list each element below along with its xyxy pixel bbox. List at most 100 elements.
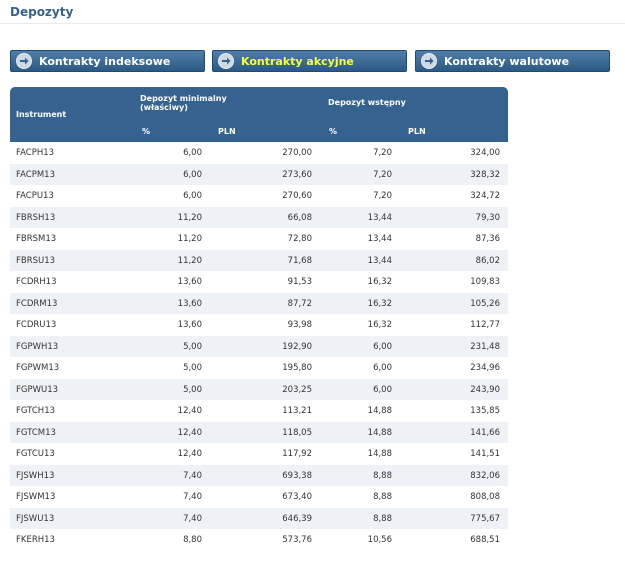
cell-min-pln: 273,60	[282, 169, 312, 180]
cell-initial-pln: 112,77	[470, 320, 500, 330]
cell-min-percent: 12,40	[177, 449, 202, 459]
cell-initial-percent: 16,32	[367, 320, 392, 330]
tab-label: Kontrakty walutowe	[444, 54, 570, 68]
header-min-percent: %	[142, 127, 151, 136]
cell-min-pln: 91,53	[287, 277, 312, 287]
cell-min-pln: 72,80	[287, 234, 312, 244]
cell-initial-pln: 324,00	[470, 148, 500, 158]
cell-initial-percent: 13,44	[367, 255, 392, 266]
cell-instrument: FBRSU13	[16, 255, 56, 266]
table-row: FBRSM13 11,20 72,80 13,44 87,36	[10, 228, 508, 250]
cell-min-percent: 6,00	[183, 148, 202, 158]
tab-label: Kontrakty akcyjne	[241, 54, 354, 68]
header-initial-pln: PLN	[408, 127, 426, 136]
cell-instrument: FGTCM13	[16, 427, 56, 438]
cell-initial-pln: 86,02	[475, 255, 500, 266]
cell-instrument: FBRSM13	[16, 234, 57, 244]
cell-instrument: FGPWU13	[16, 384, 59, 395]
cell-initial-pln: 243,90	[470, 384, 500, 395]
cell-min-percent: 11,20	[177, 255, 202, 266]
cell-initial-pln: 832,06	[470, 470, 500, 481]
cell-instrument: FGPWM13	[16, 363, 60, 373]
title-divider	[0, 23, 625, 24]
table-row: FCDRM13 13,60 87,72 16,32 105,26	[10, 292, 508, 314]
cell-initial-pln: 231,48	[470, 341, 500, 352]
cell-min-pln: 113,21	[282, 406, 312, 416]
cell-initial-percent: 7,20	[373, 169, 392, 180]
cell-min-pln: 203,25	[282, 384, 312, 395]
cell-min-percent: 6,00	[183, 169, 202, 180]
cell-initial-percent: 6,00	[373, 341, 392, 352]
header-instrument: Instrument	[16, 110, 67, 119]
cell-initial-pln: 141,51	[470, 449, 500, 459]
cell-initial-percent: 8,88	[373, 492, 392, 502]
cell-min-pln: 270,60	[282, 191, 312, 201]
cell-instrument: FGTCH13	[16, 406, 56, 416]
cell-instrument: FACPH13	[16, 148, 55, 158]
cell-instrument: FGPWH13	[16, 341, 59, 352]
contract-tabs: Kontrakty indeksowe Kontrakty akcyjne Ko…	[10, 50, 612, 74]
cell-initial-pln: 105,26	[470, 298, 500, 309]
cell-min-percent: 5,00	[183, 363, 202, 373]
cell-initial-pln: 141,66	[470, 427, 500, 438]
cell-instrument: FGTCU13	[16, 449, 55, 459]
cell-initial-percent: 8,88	[373, 513, 392, 524]
table-row: FGPWU13 5,00 203,25 6,00 243,90	[10, 378, 508, 400]
cell-initial-pln: 87,36	[475, 234, 500, 244]
cell-min-pln: 195,80	[282, 363, 312, 373]
cell-min-percent: 12,40	[177, 427, 202, 438]
table-row: FJSWM13 7,40 673,40 8,88 808,08	[10, 486, 508, 508]
cell-initial-percent: 7,20	[373, 148, 392, 158]
cell-min-pln: 192,90	[282, 341, 312, 352]
table-row: FGPWH13 5,00 192,90 6,00 231,48	[10, 335, 508, 357]
table-row: FBRSH13 11,20 66,08 13,44 79,30	[10, 206, 508, 228]
cell-initial-percent: 14,88	[367, 427, 392, 438]
table-row: FACPH13 6,00 270,00 7,20 324,00	[10, 142, 508, 164]
tab-stock-contracts[interactable]: Kontrakty akcyjne	[212, 50, 407, 72]
cell-initial-pln: 109,83	[470, 277, 500, 287]
cell-min-pln: 673,40	[282, 492, 312, 502]
cell-instrument: FCDRU13	[16, 320, 57, 330]
table-row: FCDRH13 13,60 91,53 16,32 109,83	[10, 271, 508, 293]
cell-initial-pln: 324,72	[470, 191, 500, 201]
cell-min-percent: 6,00	[183, 191, 202, 201]
table-row: FGTCU13 12,40 117,92 14,88 141,51	[10, 443, 508, 465]
table-row: FBRSU13 11,20 71,68 13,44 86,02	[10, 249, 508, 271]
header-min-pln: PLN	[218, 127, 236, 136]
cell-min-percent: 13,60	[177, 298, 202, 309]
table-row: FKERH13 8,80 573,76 10,56 688,51	[10, 529, 508, 551]
cell-min-pln: 646,39	[282, 513, 312, 524]
cell-min-percent: 7,40	[183, 470, 202, 481]
cell-min-percent: 5,00	[183, 341, 202, 352]
cell-min-pln: 693,38	[282, 470, 312, 481]
cell-initial-percent: 8,88	[373, 470, 392, 481]
table-row: FACPM13 6,00 273,60 7,20 328,32	[10, 163, 508, 185]
arrow-right-icon	[218, 53, 234, 69]
cell-initial-pln: 234,96	[470, 363, 500, 373]
cell-initial-percent: 13,44	[367, 234, 392, 244]
cell-min-pln: 93,98	[287, 320, 312, 330]
tab-currency-contracts[interactable]: Kontrakty walutowe	[415, 50, 610, 72]
cell-min-pln: 87,72	[287, 298, 312, 309]
cell-min-percent: 7,40	[183, 492, 202, 502]
cell-instrument: FJSWH13	[16, 470, 55, 481]
cell-instrument: FCDRH13	[16, 277, 57, 287]
header-deposit-initial: Depozyt wstępny	[328, 98, 406, 107]
tab-index-contracts[interactable]: Kontrakty indeksowe	[10, 50, 205, 72]
cell-initial-percent: 7,20	[373, 191, 392, 201]
cell-initial-percent: 16,32	[367, 298, 392, 309]
cell-initial-percent: 13,44	[367, 212, 392, 223]
table-row: FGPWM13 5,00 195,80 6,00 234,96	[10, 357, 508, 379]
table-row: FJSWU13 7,40 646,39 8,88 775,67	[10, 507, 508, 529]
deposits-table: Instrument Depozyt minimalny (właściwy) …	[10, 87, 508, 551]
table-body: FACPH13 6,00 270,00 7,20 324,00 FACPM13 6,00 27…	[10, 142, 508, 551]
page-title: Depozyty	[10, 5, 74, 19]
cell-instrument: FCDRM13	[16, 298, 58, 309]
cell-instrument: FJSWM13	[16, 492, 56, 502]
cell-min-percent: 12,40	[177, 406, 202, 416]
cell-min-percent: 5,00	[183, 384, 202, 395]
cell-initial-pln: 135,85	[470, 406, 500, 416]
cell-instrument: FJSWU13	[16, 513, 55, 524]
cell-initial-percent: 6,00	[373, 363, 392, 373]
table-row: FGTCH13 12,40 113,21 14,88 135,85	[10, 400, 508, 422]
